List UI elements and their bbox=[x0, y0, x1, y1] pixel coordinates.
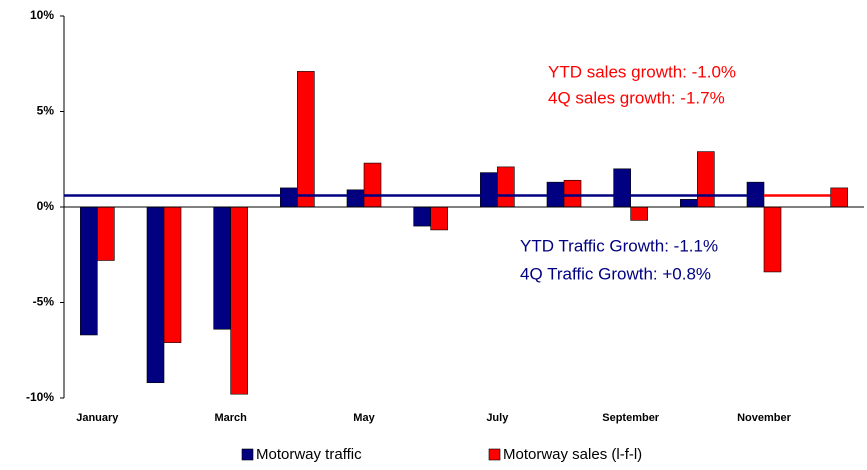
y-tick-label: 0% bbox=[37, 199, 55, 213]
bar bbox=[297, 71, 315, 208]
bar bbox=[830, 187, 848, 208]
x-tick-label: March bbox=[214, 412, 247, 424]
legend-label: Motorway sales (l-f-l) bbox=[503, 446, 642, 463]
bar bbox=[413, 206, 431, 227]
bar bbox=[763, 206, 782, 273]
bar bbox=[346, 189, 365, 208]
legend-label: Motorway traffic bbox=[256, 446, 362, 463]
x-tick-label: May bbox=[353, 412, 375, 424]
bar bbox=[97, 206, 115, 261]
bar bbox=[230, 206, 248, 395]
bar bbox=[280, 187, 298, 208]
bar bbox=[480, 172, 498, 208]
bar bbox=[213, 206, 231, 330]
bar bbox=[163, 206, 182, 343]
annotation: 4Q sales growth: -1.7% bbox=[548, 88, 725, 107]
bar bbox=[146, 206, 165, 384]
bar bbox=[430, 206, 448, 231]
y-tick-label: -5% bbox=[33, 295, 55, 309]
y-tick-label: -10% bbox=[26, 390, 54, 404]
legend-swatch bbox=[488, 448, 501, 461]
bar bbox=[80, 206, 98, 336]
x-tick-label: January bbox=[76, 412, 119, 424]
x-tick-label: September bbox=[602, 412, 660, 424]
bar bbox=[563, 179, 582, 208]
annotation: YTD Traffic Growth: -1.1% bbox=[520, 236, 718, 255]
x-tick-label: November bbox=[737, 412, 792, 424]
x-tick-label: July bbox=[486, 412, 509, 424]
legend-swatch bbox=[241, 448, 254, 461]
bar bbox=[697, 151, 715, 208]
bar bbox=[363, 162, 382, 208]
y-tick-label: 10% bbox=[30, 8, 54, 22]
bar bbox=[630, 206, 648, 221]
bar bbox=[680, 199, 698, 208]
bar bbox=[497, 166, 515, 208]
bar bbox=[613, 168, 631, 208]
annotation: 4Q Traffic Growth: +0.8% bbox=[520, 264, 711, 283]
y-tick-label: 5% bbox=[37, 104, 55, 118]
annotation: YTD sales growth: -1.0% bbox=[548, 62, 736, 81]
